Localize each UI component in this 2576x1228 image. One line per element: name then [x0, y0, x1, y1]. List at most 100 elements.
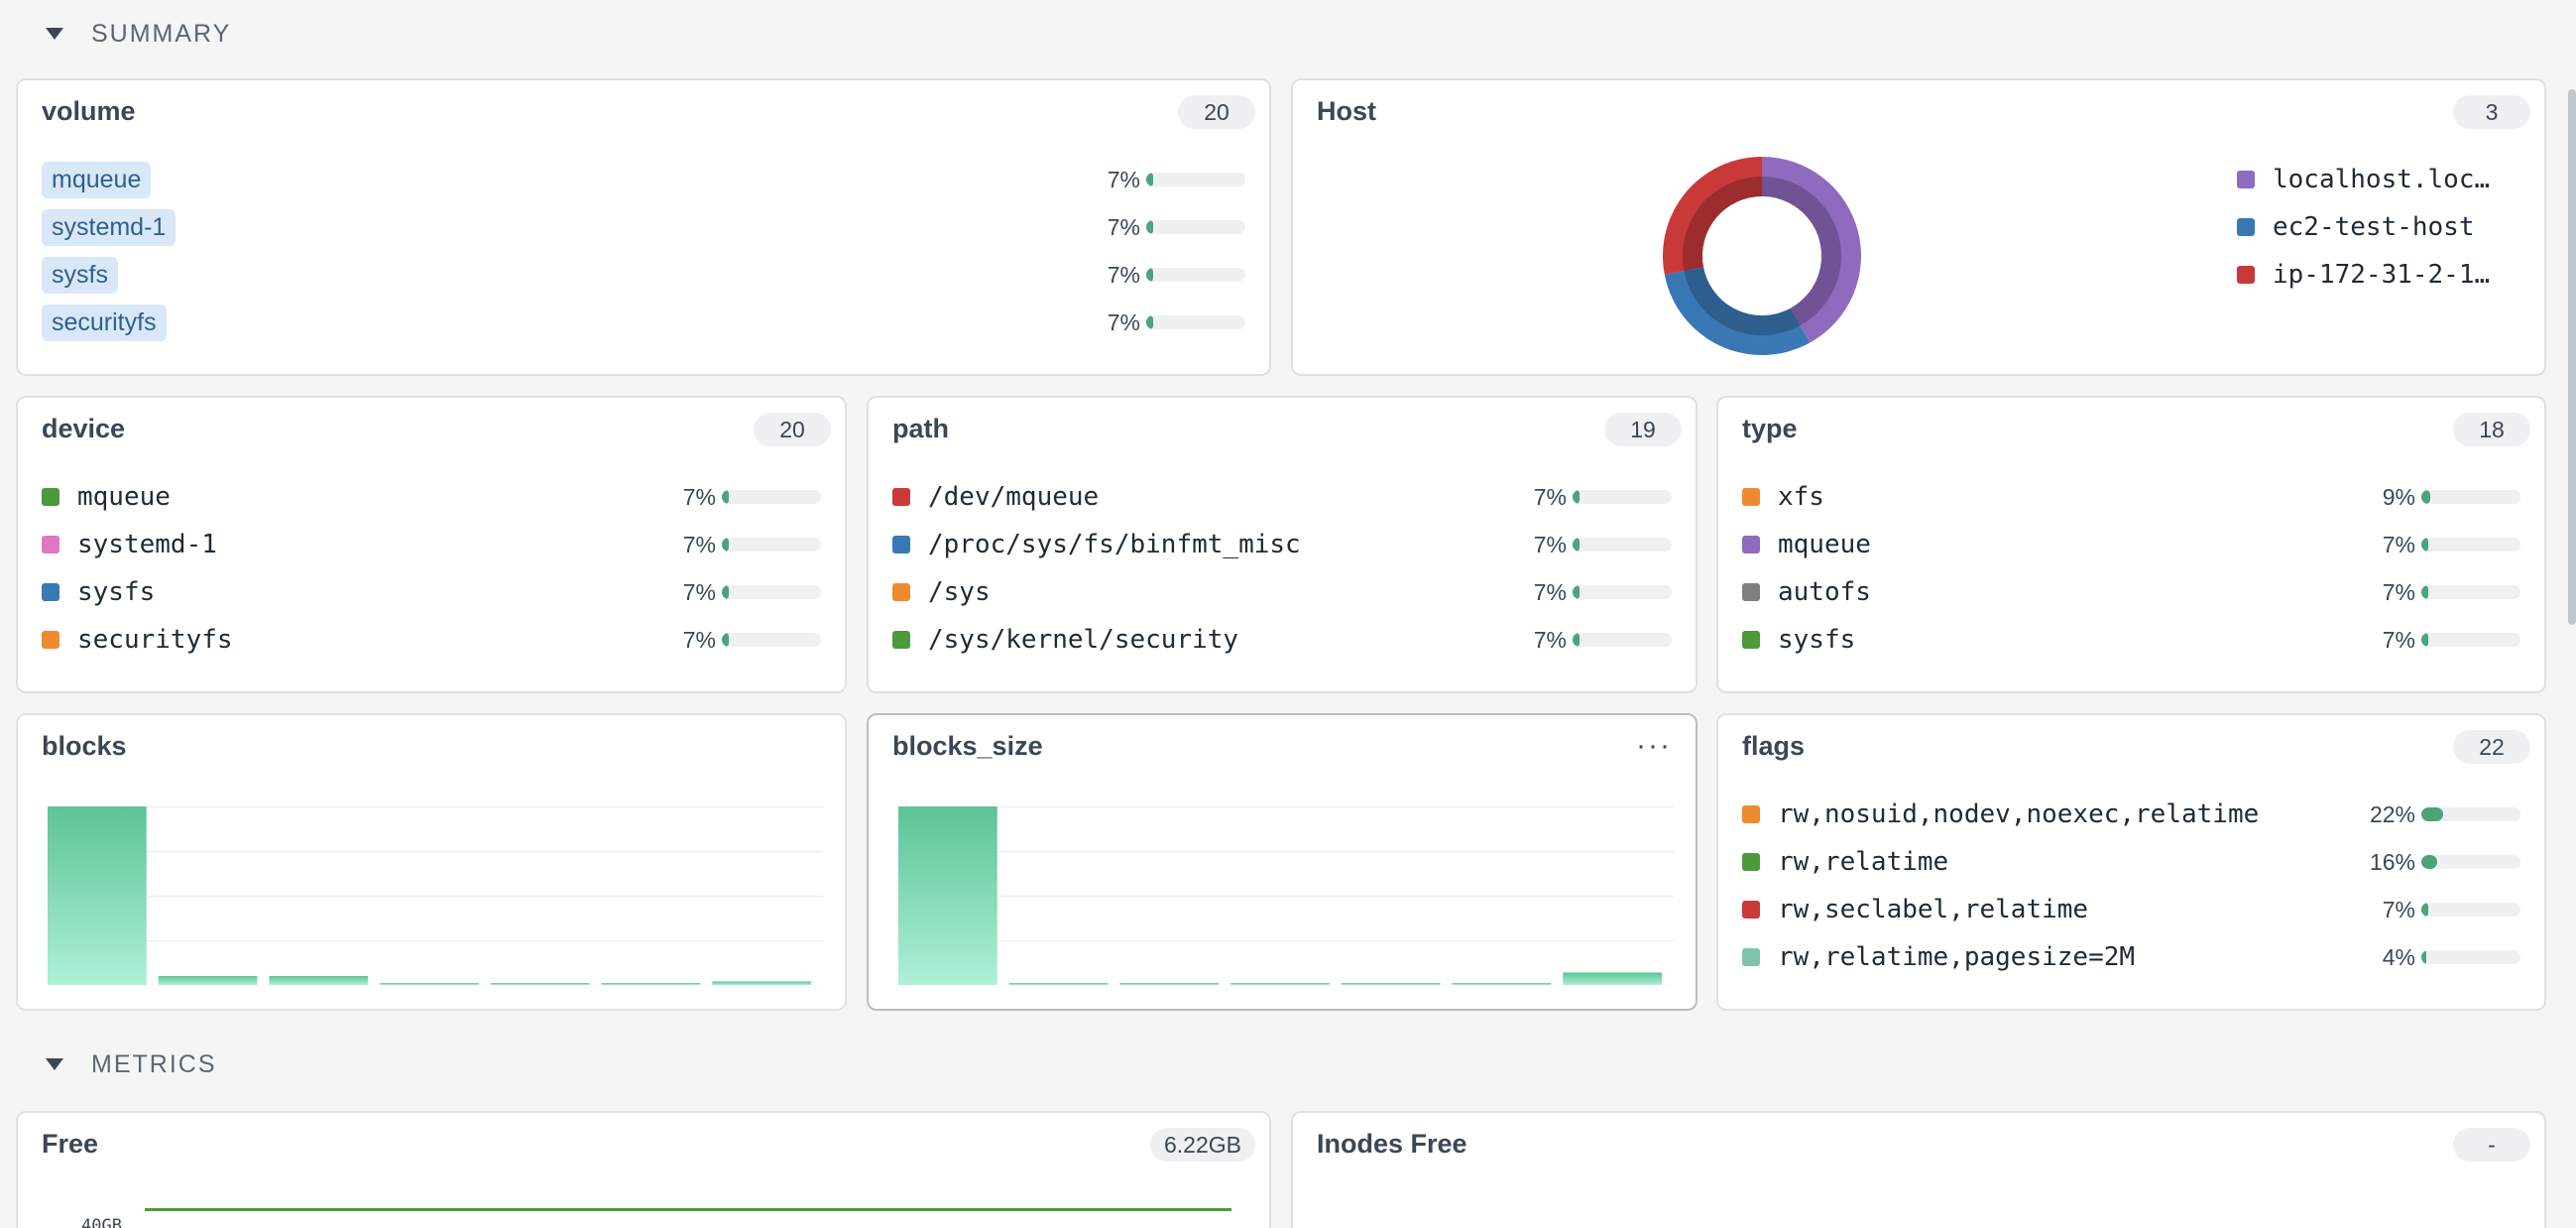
host-donut-slice[interactable]: [1762, 157, 1861, 343]
histogram-bar[interactable]: [158, 976, 258, 985]
volume-row[interactable]: sysfs 7%: [42, 251, 1245, 299]
volume-chip[interactable]: securityfs: [42, 304, 167, 341]
histogram-bar[interactable]: [898, 806, 997, 985]
flags-row[interactable]: rw,relatime 16%: [1742, 838, 2520, 886]
free-card-title: Free: [42, 1129, 99, 1159]
host-card: Host 3 localhost.loc… ec2-test-host ip-1…: [1291, 78, 2546, 376]
host-donut-slice[interactable]: [1684, 267, 1801, 335]
row-bar-fill: [2421, 538, 2428, 552]
device-card-title: device: [42, 414, 126, 443]
collapse-triangle-icon: [46, 28, 63, 40]
flags-row-label: rw,relatime,pagesize=2M: [1778, 942, 2136, 972]
flags-row[interactable]: rw,nosuid,nodev,noexec,relatime 22%: [1742, 791, 2520, 838]
row-bar: [1146, 173, 1245, 186]
device-row[interactable]: mqueue 7%: [42, 473, 821, 521]
row-percent: 7%: [1107, 308, 1140, 335]
row-percent: 7%: [1107, 166, 1140, 192]
row-percent: 22%: [2369, 800, 2415, 827]
host-legend-item[interactable]: ec2-test-host: [2237, 203, 2490, 251]
histogram-bar[interactable]: [1008, 983, 1109, 985]
more-options-button[interactable]: ···: [1636, 729, 1672, 762]
volume-chip[interactable]: mqueue: [42, 161, 152, 198]
legend-swatch: [1742, 488, 1760, 506]
row-bar-fill: [1573, 633, 1580, 647]
row-percent: 7%: [2382, 531, 2415, 557]
row-percent: 16%: [2369, 848, 2415, 875]
path-row[interactable]: /proc/sys/fs/binfmt_misc 7%: [892, 521, 1672, 568]
blocks-card-title: blocks: [42, 731, 127, 761]
summary-section-title: SUMMARY: [91, 19, 232, 48]
legend-swatch: [1742, 536, 1760, 553]
device-row[interactable]: securityfs 7%: [42, 616, 821, 664]
type-row[interactable]: xfs 9%: [1742, 473, 2520, 521]
free-value-badge: 6.22GB: [1150, 1128, 1255, 1162]
histogram-bar[interactable]: [1452, 983, 1552, 985]
histogram-bar[interactable]: [712, 981, 812, 985]
row-bar: [2421, 538, 2520, 552]
volume-row[interactable]: securityfs 7%: [42, 299, 1245, 346]
blocks-histogram: [48, 806, 823, 985]
row-percent: 4%: [2382, 943, 2415, 970]
blocks-size-histogram: [898, 806, 1674, 985]
histogram-bar[interactable]: [269, 976, 369, 985]
device-rows: mqueue 7% systemd-1 7% sysfs 7% securityfs 7%: [42, 473, 821, 664]
row-bar: [1146, 315, 1245, 329]
histogram-bar[interactable]: [490, 983, 590, 985]
host-donut-slice[interactable]: [1762, 177, 1841, 326]
path-row[interactable]: /sys 7%: [892, 568, 1672, 616]
type-row[interactable]: autofs 7%: [1742, 568, 2520, 616]
row-bar: [1146, 268, 1245, 282]
legend-swatch: [42, 631, 59, 649]
volume-chip[interactable]: systemd-1: [42, 208, 176, 246]
legend-swatch: [1742, 853, 1760, 871]
path-row[interactable]: /dev/mqueue 7%: [892, 473, 1672, 521]
path-rows: /dev/mqueue 7%/proc/sys/fs/binfmt_misc 7% /…: [892, 473, 1672, 664]
device-count-badge: 20: [754, 413, 831, 446]
device-row[interactable]: systemd-1 7%: [42, 521, 821, 568]
device-card: device 20 mqueue 7% systemd-1 7% sysfs 7% secu…: [16, 396, 847, 693]
volume-count-badge: 20: [1178, 95, 1255, 129]
device-row-label: sysfs: [77, 577, 156, 607]
path-row-label: /sys/kernel/security: [928, 625, 1239, 655]
histogram-bar[interactable]: [601, 983, 701, 985]
path-row[interactable]: /sys/kernel/security 7%: [892, 616, 1672, 664]
row-bar-fill: [1146, 220, 1153, 234]
row-percent: 7%: [2382, 578, 2415, 605]
legend-swatch: [892, 536, 910, 553]
volume-row[interactable]: mqueue 7%: [42, 156, 1245, 203]
flags-row[interactable]: rw,seclabel,relatime 7%: [1742, 886, 2520, 933]
blocks-size-card-title: blocks_size: [892, 731, 1043, 761]
histogram-bar[interactable]: [48, 806, 147, 985]
legend-swatch: [1742, 631, 1760, 649]
device-row-label: mqueue: [77, 482, 171, 512]
legend-swatch: [42, 536, 59, 553]
flags-row[interactable]: rw,relatime,pagesize=2M 4%: [1742, 933, 2520, 981]
device-row[interactable]: sysfs 7%: [42, 568, 821, 616]
legend-swatch: [1742, 805, 1760, 823]
volume-row[interactable]: systemd-1 7%: [42, 203, 1245, 251]
host-donut-chart[interactable]: [1658, 152, 1866, 360]
histogram-bar[interactable]: [1341, 983, 1441, 985]
host-legend-item[interactable]: localhost.loc…: [2237, 156, 2490, 203]
row-bar-fill: [2421, 490, 2430, 504]
host-legend-item[interactable]: ip-172-31-2-1…: [2237, 251, 2490, 299]
histogram-bar[interactable]: [1563, 972, 1663, 985]
inodes-free-value-badge: -: [2453, 1128, 2530, 1162]
page-scrollbar[interactable]: [2568, 89, 2576, 625]
row-bar: [722, 490, 821, 504]
legend-swatch: [2237, 266, 2255, 284]
type-row[interactable]: sysfs 7%: [1742, 616, 2520, 664]
metrics-section-toggle[interactable]: METRICS: [46, 1044, 217, 1084]
row-percent: 7%: [682, 531, 716, 557]
host-donut-slice[interactable]: [1683, 177, 1762, 271]
volume-chip[interactable]: sysfs: [42, 256, 118, 294]
histogram-bar[interactable]: [380, 983, 479, 985]
histogram-bar[interactable]: [1230, 983, 1330, 985]
legend-swatch: [1742, 583, 1760, 601]
collapse-triangle-icon: [46, 1058, 63, 1070]
metrics-section-title: METRICS: [91, 1049, 217, 1078]
type-row[interactable]: mqueue 7%: [1742, 521, 2520, 568]
summary-section-toggle[interactable]: SUMMARY: [46, 14, 231, 54]
type-card: type 18 xfs 9% mqueue 7% autofs 7% sysfs 7%: [1716, 396, 2546, 693]
histogram-bar[interactable]: [1119, 983, 1220, 985]
